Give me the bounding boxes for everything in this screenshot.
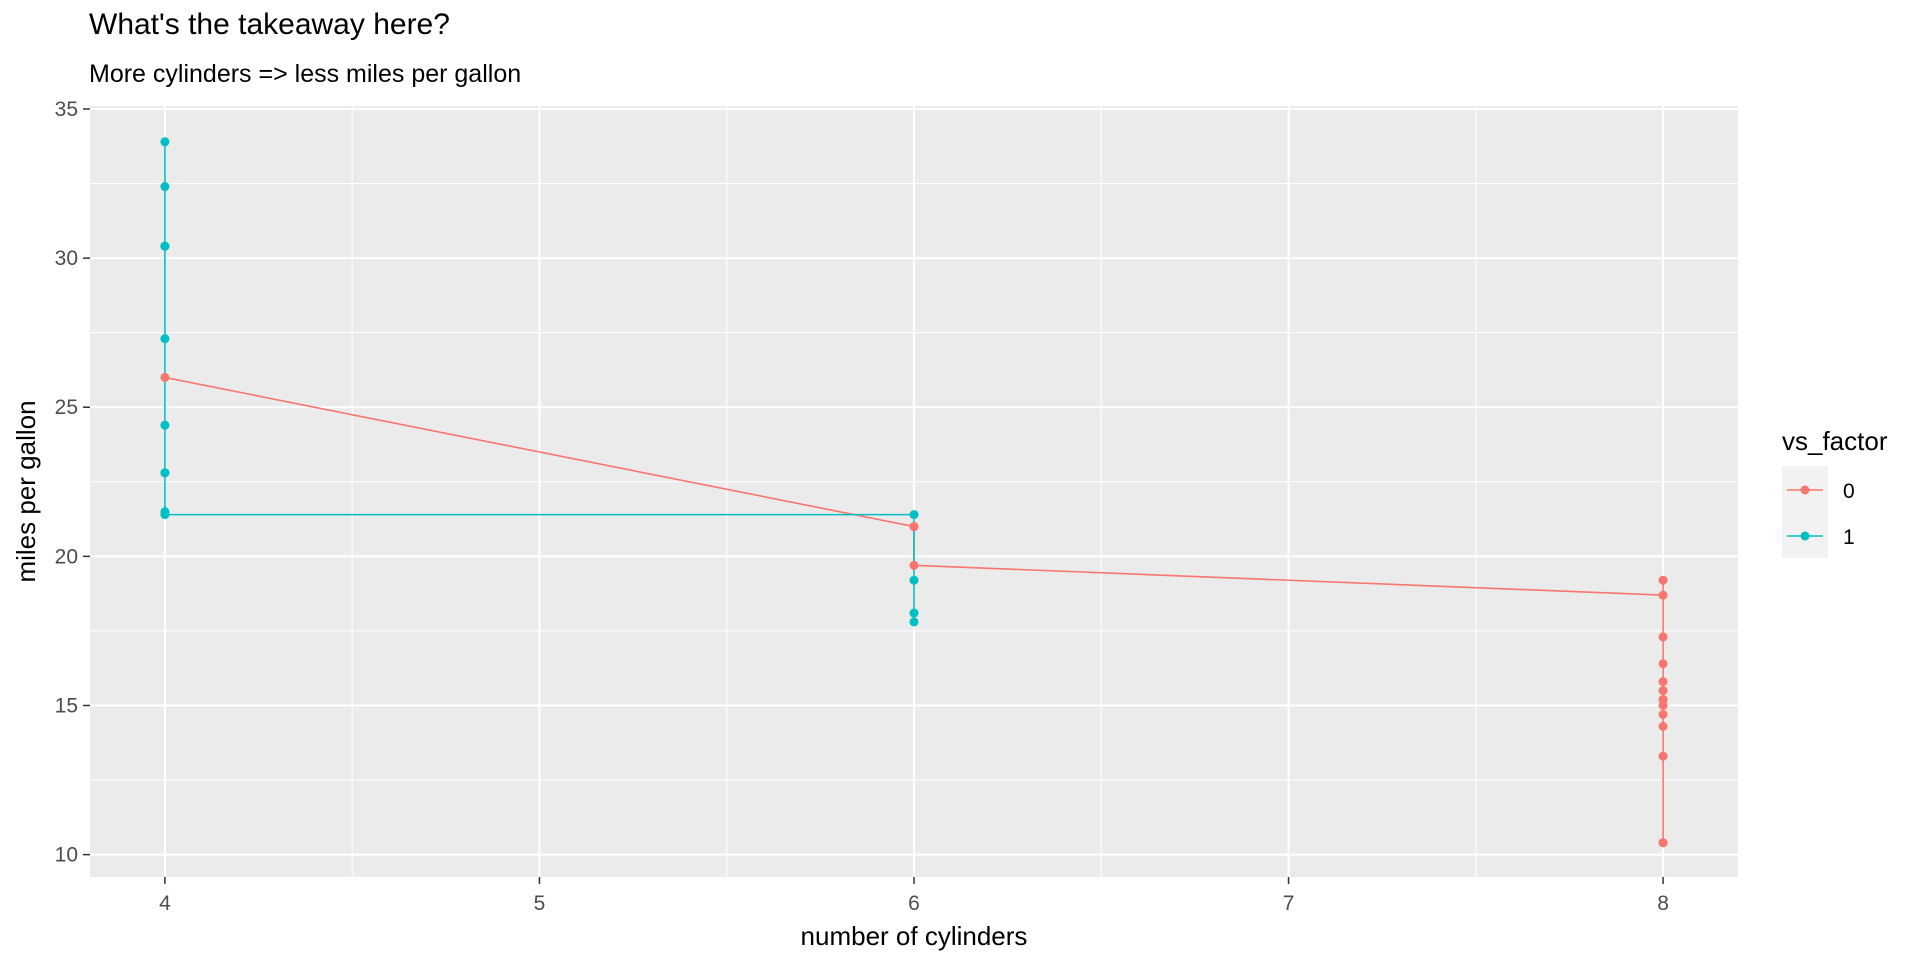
series-0-point (1658, 632, 1668, 642)
x-tick-label: 6 (908, 892, 920, 915)
x-tick-label: 7 (1283, 892, 1295, 915)
series-1-point (160, 468, 170, 478)
legend-title: vs_factor (1782, 426, 1888, 456)
series-1-point (909, 575, 919, 585)
series-points (160, 137, 1668, 848)
series-0-point (909, 560, 919, 570)
series-1-point (160, 510, 170, 520)
y-tick-label: 10 (55, 844, 78, 867)
series-1-point (160, 334, 170, 344)
y-tick-label: 35 (55, 98, 78, 121)
legend: vs_factor 01 (1782, 426, 1888, 558)
x-tick-label: 4 (159, 892, 171, 915)
legend-key-point (1800, 531, 1810, 541)
y-tick-label: 20 (55, 545, 78, 568)
x-tick-label: 5 (534, 892, 546, 915)
series-1-point (909, 608, 919, 618)
series-0-point (1658, 575, 1668, 585)
legend-label: 0 (1843, 480, 1855, 503)
series-0-point (1658, 721, 1668, 731)
y-tick-label: 25 (55, 396, 78, 419)
y-tick-label: 15 (55, 695, 78, 718)
x-axis-title: number of cylinders (801, 921, 1028, 951)
legend-key-point (1800, 485, 1810, 495)
legend-keys: 01 (1787, 480, 1855, 549)
series-0-point (1658, 659, 1668, 669)
series-0-point (160, 372, 170, 382)
chart-subtitle: More cylinders => less miles per gallon (89, 60, 522, 88)
series-0-point (1658, 677, 1668, 687)
y-tick-label: 30 (55, 247, 78, 270)
tick-labels: 4 5 6 7 8 10 15 20 25 30 35 (55, 98, 1669, 915)
series-0-point (1658, 709, 1668, 719)
series-1-point (909, 510, 919, 520)
series-1-point (160, 241, 170, 251)
series-0-point (1658, 701, 1668, 711)
series-0-point (1658, 590, 1668, 600)
series-1-point (160, 182, 170, 192)
chart-title: What's the takeaway here? (89, 8, 450, 41)
series-0-point (909, 522, 919, 532)
legend-label: 1 (1843, 526, 1855, 549)
series-1-point (160, 137, 170, 147)
legend-key-background (1782, 466, 1828, 558)
y-axis-title: miles per gallon (11, 400, 41, 582)
series-0-point (1658, 686, 1668, 696)
series-0-point (1658, 838, 1668, 848)
series-1-point (160, 420, 170, 430)
series-1-point (909, 617, 919, 627)
series-0-point (1658, 751, 1668, 761)
axis-ticks (83, 108, 1664, 884)
x-tick-label: 8 (1657, 892, 1669, 915)
